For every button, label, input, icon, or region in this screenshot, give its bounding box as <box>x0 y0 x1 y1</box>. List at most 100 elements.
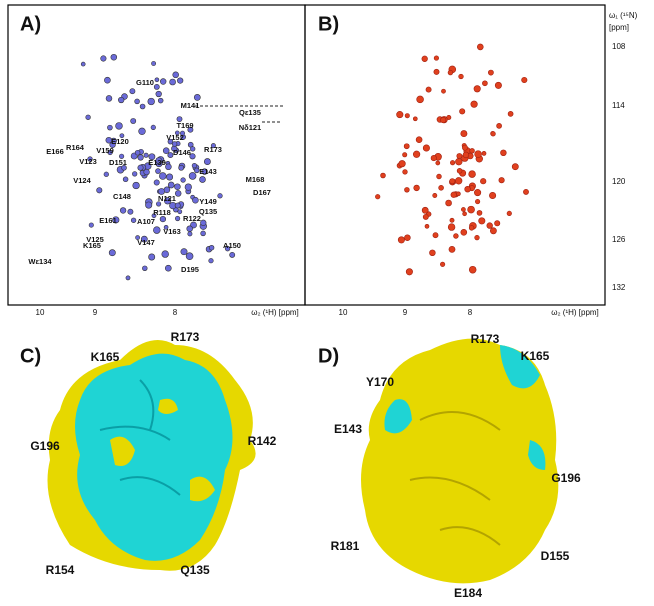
peak <box>174 183 181 190</box>
peak <box>440 261 446 267</box>
peak <box>163 224 169 230</box>
peak-label: Q135 <box>199 207 217 216</box>
peak <box>476 210 483 216</box>
peak-label: A150 <box>223 241 241 250</box>
peak <box>186 225 193 232</box>
peak <box>224 245 231 252</box>
peak <box>456 191 461 197</box>
peak <box>461 207 466 212</box>
peak <box>119 153 125 159</box>
peak <box>455 158 463 166</box>
peak <box>210 143 216 149</box>
peak <box>96 187 103 194</box>
peak <box>404 113 410 119</box>
residue-label: G196 <box>551 471 581 485</box>
peak <box>122 176 129 183</box>
peak <box>132 171 138 177</box>
peak <box>166 173 174 181</box>
residue-label: Y170 <box>366 375 394 389</box>
peak-label: Qε135 <box>239 108 261 117</box>
peak <box>130 118 137 124</box>
peak <box>422 144 430 152</box>
peak <box>476 43 484 51</box>
peak <box>172 71 179 79</box>
residue-label: R173 <box>171 330 200 344</box>
peak <box>494 81 502 89</box>
peak <box>445 199 452 207</box>
peak <box>162 147 170 154</box>
peak <box>150 124 156 130</box>
peak <box>157 97 164 104</box>
peak-label: C148 <box>113 192 131 201</box>
peak <box>161 250 169 258</box>
peak-label: R164 <box>66 143 85 152</box>
peak <box>156 201 162 207</box>
peak <box>174 202 181 209</box>
peak <box>421 55 428 62</box>
panel-label: D) <box>318 345 339 367</box>
peak <box>200 230 206 237</box>
peak <box>467 205 475 214</box>
peak <box>178 164 185 171</box>
peak <box>425 86 432 93</box>
peak-label: D146 <box>173 148 191 157</box>
surface-yellow <box>361 338 559 584</box>
x-axis-label: ω₂ (¹H) [ppm] <box>551 308 599 317</box>
peak <box>158 188 165 195</box>
peak <box>523 188 529 195</box>
y-tick-label: 126 <box>612 235 626 244</box>
peak <box>167 152 174 159</box>
peak <box>193 94 201 101</box>
peak <box>112 216 120 224</box>
peak <box>190 146 196 152</box>
peak <box>151 213 157 219</box>
peak <box>105 136 113 144</box>
peak <box>127 208 134 215</box>
peak <box>143 168 150 176</box>
peak <box>404 187 410 193</box>
peak <box>480 178 487 185</box>
peak <box>88 222 94 228</box>
y-axis-unit: [ppm] <box>609 23 629 32</box>
peak <box>396 111 404 119</box>
peak <box>488 69 494 76</box>
peak <box>403 143 410 150</box>
peak <box>129 88 136 95</box>
peak <box>177 77 184 84</box>
peak <box>200 219 207 226</box>
x-tick-label: 8 <box>173 308 178 317</box>
x-tick-label: 10 <box>36 308 45 317</box>
peak <box>468 170 476 178</box>
peak <box>108 249 116 257</box>
x-tick-label: 9 <box>93 308 98 317</box>
peak <box>103 171 109 177</box>
peak <box>185 252 194 260</box>
peak <box>402 169 408 175</box>
panel-label: A) <box>20 13 41 35</box>
peak <box>521 76 528 84</box>
peak <box>440 117 447 124</box>
peak <box>402 152 408 158</box>
peak <box>155 90 162 98</box>
peak <box>489 227 497 235</box>
residue-label: K165 <box>521 349 550 363</box>
surface-cyan <box>384 345 546 470</box>
peak <box>145 201 153 209</box>
peak <box>405 268 413 276</box>
peak <box>412 116 418 122</box>
peak <box>174 130 180 136</box>
peak <box>134 98 140 105</box>
peak <box>180 130 185 136</box>
peak <box>468 225 475 231</box>
residue-label: R142 <box>248 434 277 448</box>
peak <box>456 168 463 174</box>
residue-label: E184 <box>454 586 482 600</box>
peak-label: M168 <box>246 175 265 184</box>
peak <box>171 141 178 147</box>
peak <box>119 133 125 139</box>
peak <box>375 194 381 200</box>
residue-label: G196 <box>30 439 60 453</box>
peak <box>134 149 141 156</box>
peak <box>462 211 467 217</box>
peak <box>165 163 172 171</box>
